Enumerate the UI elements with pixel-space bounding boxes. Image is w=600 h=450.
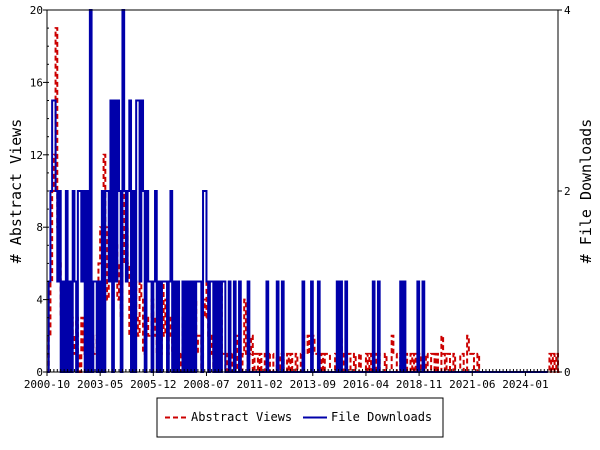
left-axis-title: # Abstract Views — [7, 119, 25, 264]
x-tick-label: 2000-10 — [24, 378, 70, 391]
x-tick-label: 2005-12 — [130, 378, 176, 391]
left-y-tick-label: 16 — [30, 76, 43, 89]
x-axis: 2000-10 2003-05 2005-12 2008-07 2011-02 2013-… — [24, 369, 559, 391]
right-y-tick-label: 0 — [564, 366, 571, 379]
x-tick-label: 2013-09 — [290, 378, 336, 391]
legend-label-file-downloads: File Downloads — [331, 410, 432, 424]
x-tick-label: 2021-06 — [449, 378, 495, 391]
left-y-tick-label: 4 — [36, 294, 43, 307]
x-tick-label: 2003-05 — [77, 378, 123, 391]
x-tick-label: 2016-04 — [343, 378, 390, 391]
right-y-tick-label: 2 — [564, 185, 571, 198]
x-tick-label: 2008-07 — [183, 378, 229, 391]
x-tick-label: 2018-11 — [396, 378, 442, 391]
left-y-tick-label: 8 — [36, 221, 43, 234]
legend: Abstract Views File Downloads — [156, 397, 444, 438]
right-y-tick-label: 4 — [564, 4, 571, 17]
left-y-tick-label: 0 — [36, 366, 43, 379]
right-y-axis: 0 2 4 — [558, 4, 571, 379]
x-tick-label: 2011-02 — [236, 378, 282, 391]
legend-box — [156, 397, 444, 438]
left-y-tick-label: 12 — [30, 149, 43, 162]
left-y-axis: 0 4 8 12 16 20 — [30, 4, 49, 379]
legend-label-abstract-views: Abstract Views — [191, 410, 292, 424]
x-tick-label: 2024-01 — [502, 378, 548, 391]
right-axis-title: # File Downloads — [577, 119, 595, 264]
left-y-tick-label: 20 — [30, 4, 43, 17]
